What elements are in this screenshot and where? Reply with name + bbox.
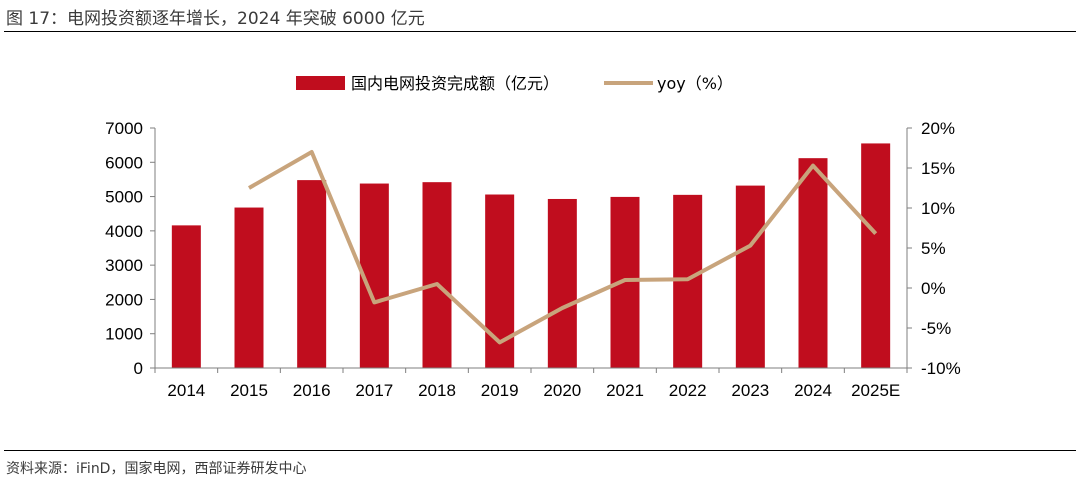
- left-tick-label: 4000: [105, 222, 143, 241]
- bar-2016: [297, 180, 327, 368]
- bar-2018: [422, 182, 452, 368]
- right-tick-label: 0%: [921, 279, 946, 298]
- left-tick-label: 5000: [105, 188, 143, 207]
- x-tick-label: 2015: [230, 381, 268, 400]
- left-tick-label: 7000: [105, 119, 143, 138]
- right-tick-label: 15%: [921, 159, 955, 178]
- left-tick-label: 0: [134, 359, 143, 378]
- x-tick-label: 2019: [481, 381, 519, 400]
- bar-series: [171, 143, 891, 368]
- left-tick-label: 2000: [105, 290, 143, 309]
- right-tick-label: -5%: [921, 319, 951, 338]
- bar-2025E: [861, 143, 891, 368]
- left-tick-label: 6000: [105, 153, 143, 172]
- top-rule: [4, 31, 1076, 32]
- line-series: [248, 150, 878, 345]
- legend: 国内电网投资完成额（亿元） yoy（%）: [296, 74, 733, 93]
- bar-2024: [798, 158, 828, 368]
- axes: 0 1000 2000 3000 4000 5000 6000 7000 -10% -5% 0% 5%…: [105, 119, 961, 400]
- source-note: 资料来源：iFinD，国家电网，西部证券研发中心: [6, 461, 307, 477]
- right-tick-label: 20%: [921, 119, 955, 138]
- bar-2023: [735, 185, 765, 368]
- legend-label-bar: 国内电网投资完成额（亿元）: [351, 74, 559, 93]
- right-tick-label: 10%: [921, 199, 955, 218]
- x-tick-label: 2016: [293, 381, 331, 400]
- x-tick-label: 2023: [731, 381, 769, 400]
- x-tick-label: 2014: [167, 381, 205, 400]
- right-tick-label: -10%: [921, 359, 961, 378]
- x-tick-label: 2018: [418, 381, 456, 400]
- legend-label-line: yoy（%）: [657, 74, 733, 93]
- bottom-rule: [4, 450, 1076, 451]
- bar-2022: [673, 194, 703, 368]
- x-tick-label: 2022: [669, 381, 707, 400]
- x-tick-label: 2025E: [851, 381, 900, 400]
- legend-swatch-bar: [296, 76, 345, 90]
- bar-2020: [547, 198, 577, 368]
- figure-title: 图 17：电网投资额逐年增长，2024 年突破 6000 亿元: [6, 9, 425, 29]
- bar-2015: [234, 207, 264, 368]
- left-tick-label: 3000: [105, 256, 143, 275]
- x-tick-label: 2021: [606, 381, 644, 400]
- x-tick-label: 2024: [794, 381, 832, 400]
- right-tick-label: 5%: [921, 239, 946, 258]
- bar-2014: [171, 225, 201, 368]
- x-tick-label: 2020: [543, 381, 581, 400]
- yoy-line: [248, 150, 878, 345]
- x-tick-label: 2017: [355, 381, 393, 400]
- left-tick-label: 1000: [105, 325, 143, 344]
